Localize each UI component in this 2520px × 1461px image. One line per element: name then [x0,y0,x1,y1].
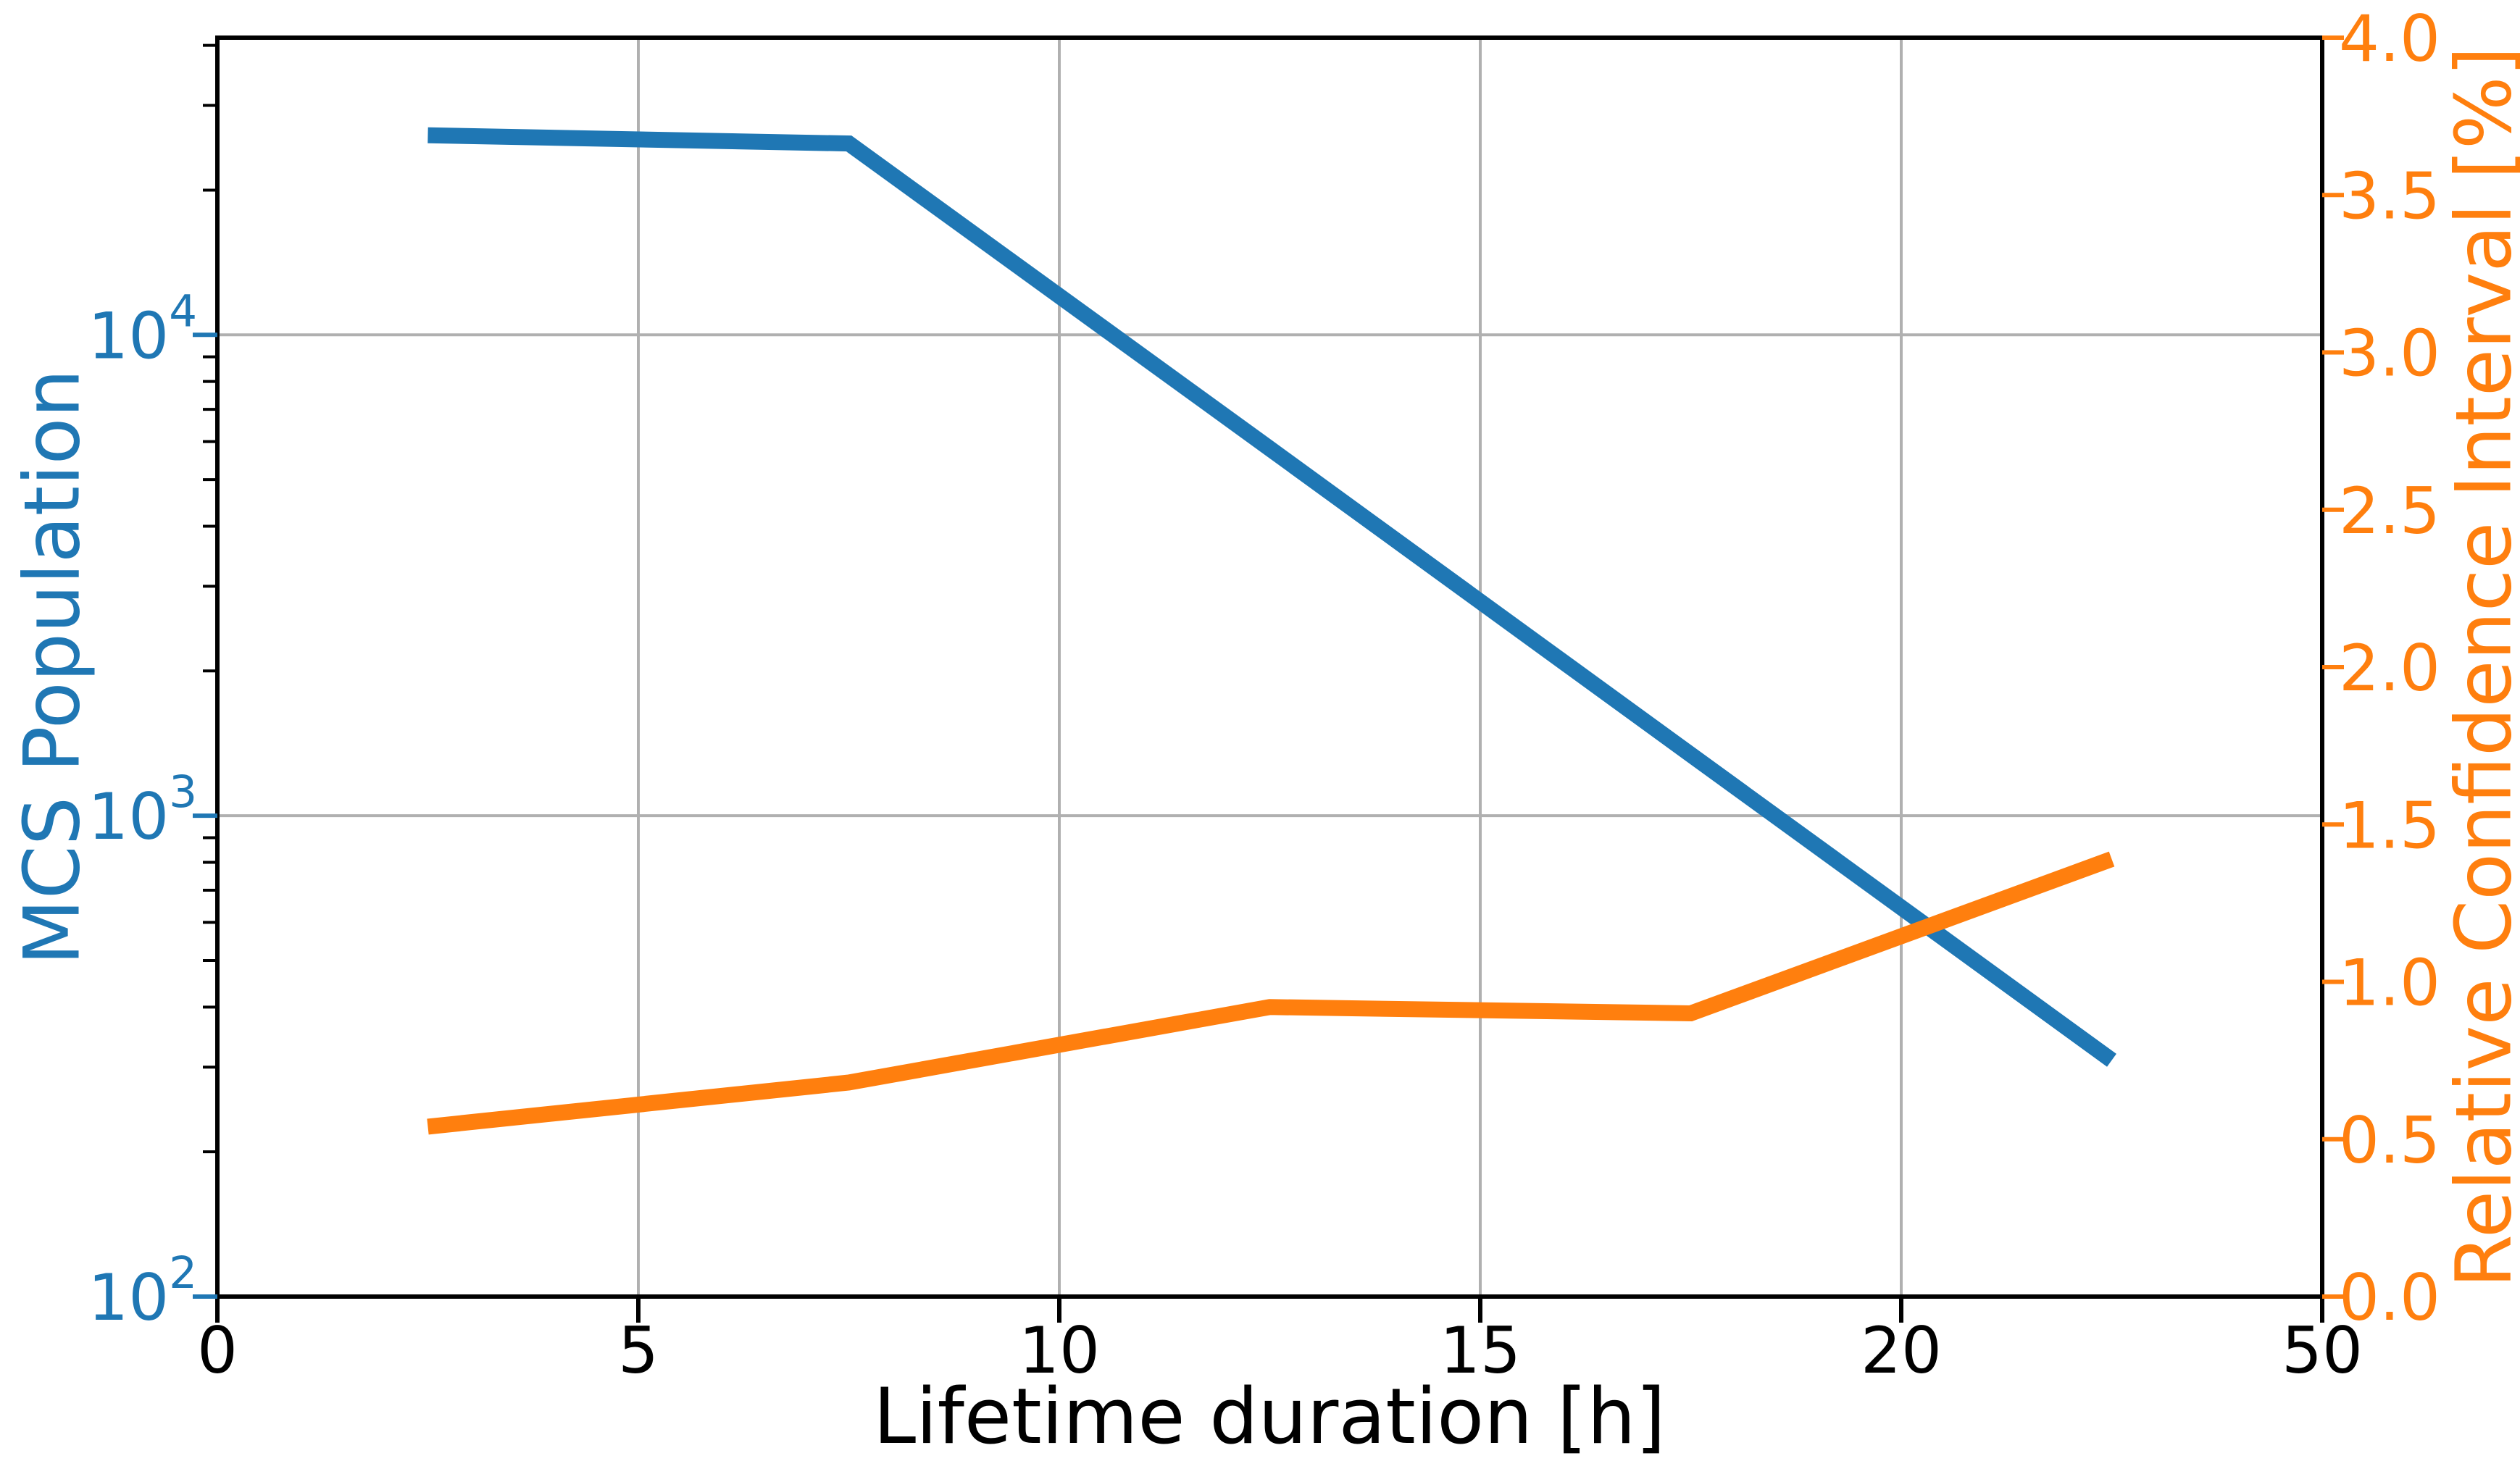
grid-layer [217,38,2322,1297]
y-axis-right-title: Relative Confidence Interval [%] [2440,46,2520,1288]
y-left-tick-label: 103 [88,766,197,854]
y-right-tick-label: 2.5 [2339,474,2440,548]
x-tick-label: 15 [1440,1313,1521,1388]
y-right-tick-label: 3.0 [2339,317,2440,391]
tick-layer: 0 5 10 15 20 50 102 103 104 0.0 0.5 1.0 1.5 2.0 2.5 3.0… [88,1,2440,1388]
x-tick-label: 0 [197,1313,238,1388]
y-right-tick-label: 0.0 [2339,1260,2440,1335]
x-axis-title: Lifetime duration [h] [873,1372,1666,1461]
series-line-mcs-population [427,127,2116,1067]
y-right-tick-label: 0.5 [2339,1103,2440,1178]
y-axis-left-title: MCS Population [8,369,97,965]
y-right-tick-label: 1.5 [2339,788,2440,863]
y-left-tick-label: 104 [88,285,197,373]
series-line-relative-confidence-interval [427,851,2115,1135]
x-tick-label: 5 [618,1313,659,1388]
x-tick-label: 20 [1861,1313,1942,1388]
x-tick-label: 10 [1019,1313,1100,1388]
y-right-tick-label: 1.0 [2339,946,2440,1021]
y-right-tick-label: 3.5 [2339,159,2440,233]
y-right-tick-label: 2.0 [2339,631,2440,706]
series-layer [427,127,2116,1135]
y-right-tick-label: 4.0 [2339,1,2440,76]
x-tick-label: 50 [2282,1313,2363,1388]
y-left-tick-label: 102 [88,1247,197,1335]
